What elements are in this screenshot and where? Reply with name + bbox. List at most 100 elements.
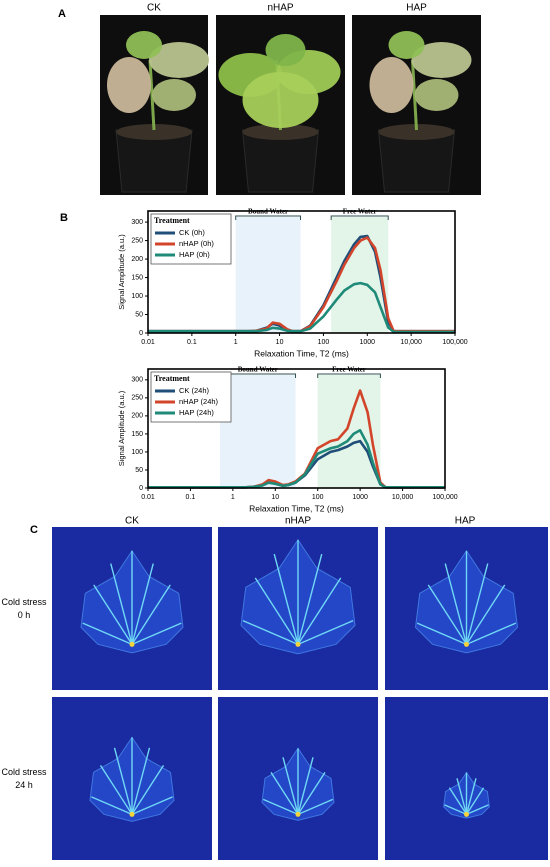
- column-label: HAP: [455, 516, 476, 527]
- soil: [116, 124, 192, 140]
- leaf: [388, 31, 425, 59]
- leaf-vein: [99, 764, 133, 815]
- leaf-vein: [297, 553, 323, 645]
- x-axis-label: Relaxation Time, T2 (ms): [249, 503, 344, 513]
- y-tick-label: 250: [131, 395, 143, 402]
- leaf-vein: [465, 584, 506, 645]
- x-tick-label: 10,000: [400, 339, 422, 346]
- leaf-vein: [297, 798, 334, 816]
- photo-label: HAP: [406, 3, 427, 14]
- leaf-vein: [131, 747, 151, 815]
- leaf-vein: [444, 804, 467, 816]
- column-label: nHAP: [285, 516, 311, 527]
- leaf-vein: [427, 584, 468, 645]
- x-tick-label: 1: [231, 494, 235, 501]
- panel-label: C: [30, 524, 38, 536]
- series-line: [148, 429, 445, 489]
- y-tick-label: 0: [139, 330, 143, 337]
- leaf-vein: [93, 584, 133, 645]
- legend-label: CK (0h): [179, 228, 205, 237]
- y-axis-label: Signal Amplitude (a.u.): [117, 390, 126, 466]
- leaf: [107, 57, 151, 113]
- leaf-vein: [131, 796, 173, 816]
- y-tick-label: 50: [135, 311, 143, 318]
- leaf-base: [464, 811, 469, 817]
- leaf-vein: [466, 622, 517, 646]
- leaf-base: [295, 811, 301, 817]
- photo-label: CK: [147, 3, 161, 14]
- leaf-vein: [416, 622, 467, 646]
- legend-label: nHAP (24h): [179, 397, 219, 406]
- y-tick-label: 150: [131, 274, 143, 281]
- y-tick-label: 0: [139, 485, 143, 492]
- leaf-vein: [466, 804, 489, 816]
- leaf-vein: [282, 757, 299, 815]
- region-bracket: [235, 215, 301, 220]
- leaf-vein: [465, 778, 477, 815]
- soil: [378, 124, 455, 140]
- leaf-vein: [131, 584, 171, 645]
- leaf: [126, 31, 162, 59]
- leaf: [149, 42, 209, 78]
- legend-label: HAP (24h): [179, 408, 214, 417]
- leaf-base: [464, 641, 469, 647]
- plot-frame: [147, 368, 446, 489]
- y-tick-label: 250: [131, 237, 143, 244]
- leaf: [265, 34, 306, 66]
- row-label: Cold stress: [1, 767, 47, 777]
- leaf-vein: [254, 577, 299, 645]
- legend-label: nHAP (0h): [179, 239, 214, 248]
- x-tick-label: 100,000: [442, 339, 467, 346]
- leaf-vein: [465, 563, 489, 645]
- leaf-vein: [448, 787, 468, 815]
- region-bracket: [330, 215, 389, 220]
- leaf: [369, 57, 414, 113]
- legend-label: CK (24h): [179, 386, 210, 395]
- y-tick-label: 200: [131, 256, 143, 263]
- panel-label: A: [58, 8, 66, 20]
- leaf-vein: [444, 563, 468, 645]
- leaf-vein: [131, 622, 182, 646]
- leaf: [411, 42, 472, 78]
- y-axis-label: Signal Amplitude (a.u.): [117, 234, 126, 310]
- leaf-vein: [262, 798, 299, 816]
- row-label: 0 h: [18, 610, 31, 620]
- leaf-vein: [91, 796, 133, 816]
- leaf-base: [129, 641, 135, 647]
- region-bracket: [317, 373, 381, 378]
- x-tick-label: 1: [234, 339, 238, 346]
- leaf-base: [129, 811, 135, 817]
- x-tick-label: 1000: [352, 494, 368, 501]
- leaf-vein: [297, 757, 314, 815]
- soil: [242, 124, 319, 140]
- leaf-vein: [273, 553, 299, 645]
- leaf-vein: [297, 619, 354, 646]
- y-tick-label: 50: [135, 467, 143, 474]
- x-tick-label: 0.01: [141, 339, 155, 346]
- y-tick-label: 100: [131, 293, 143, 300]
- leaf-vein: [131, 563, 154, 645]
- leaf-base: [295, 641, 301, 647]
- row-label: 24 h: [15, 780, 33, 790]
- y-tick-label: 200: [131, 413, 143, 420]
- x-tick-label: 1000: [359, 339, 375, 346]
- plot-frame: [147, 210, 456, 334]
- x-axis-label: Relaxation Time, T2 (ms): [254, 348, 349, 358]
- leaf-vein: [465, 787, 485, 815]
- x-tick-label: 0.01: [141, 494, 155, 501]
- x-tick-label: 100: [312, 494, 324, 501]
- leaf-vein: [131, 764, 165, 815]
- panel-label: B: [60, 212, 68, 224]
- leaf-vein: [110, 563, 133, 645]
- region: [220, 375, 296, 488]
- x-tick-label: 10,000: [392, 494, 414, 501]
- leaf-vein: [297, 771, 326, 815]
- leaf-vein: [270, 771, 299, 815]
- leaf-vein: [242, 619, 299, 646]
- photo-label: nHAP: [267, 3, 293, 14]
- x-tick-label: 0.1: [187, 339, 197, 346]
- leaf: [414, 79, 459, 111]
- y-tick-label: 100: [131, 449, 143, 456]
